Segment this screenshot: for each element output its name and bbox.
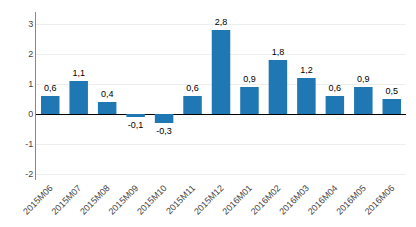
svg-text:2: 2 xyxy=(28,49,33,59)
svg-text:0,4: 0,4 xyxy=(101,89,114,99)
svg-text:2015M06: 2015M06 xyxy=(21,183,55,217)
svg-text:0,6: 0,6 xyxy=(329,83,342,93)
svg-text:2016M05: 2016M05 xyxy=(334,183,368,217)
svg-text:1: 1 xyxy=(28,79,33,89)
svg-text:0,9: 0,9 xyxy=(243,74,256,84)
svg-text:2015M11: 2015M11 xyxy=(164,183,197,216)
svg-text:-1: -1 xyxy=(25,139,33,149)
svg-text:2015M10: 2015M10 xyxy=(135,183,169,217)
svg-text:2,8: 2,8 xyxy=(215,17,228,27)
svg-text:-0,3: -0,3 xyxy=(156,126,172,136)
svg-text:2015M09: 2015M09 xyxy=(107,183,141,217)
svg-text:0: 0 xyxy=(28,109,33,119)
svg-text:0,6: 0,6 xyxy=(186,83,199,93)
svg-text:-2: -2 xyxy=(25,169,33,179)
svg-text:2016M04: 2016M04 xyxy=(306,183,340,217)
svg-text:0,5: 0,5 xyxy=(386,86,399,96)
svg-text:2016M03: 2016M03 xyxy=(277,183,311,217)
svg-text:2015M07: 2015M07 xyxy=(50,183,84,217)
svg-text:0,6: 0,6 xyxy=(44,83,57,93)
svg-text:2016M02: 2016M02 xyxy=(249,183,283,217)
svg-text:2015M08: 2015M08 xyxy=(78,183,112,217)
svg-text:-0,1: -0,1 xyxy=(128,120,144,130)
svg-text:3: 3 xyxy=(28,19,33,29)
svg-text:1,8: 1,8 xyxy=(272,47,285,57)
svg-text:1,2: 1,2 xyxy=(300,65,313,75)
svg-text:1,1: 1,1 xyxy=(72,68,85,78)
svg-text:0,9: 0,9 xyxy=(357,74,370,84)
svg-text:2016M01: 2016M01 xyxy=(220,183,254,217)
svg-text:2016M06: 2016M06 xyxy=(363,183,397,217)
svg-text:2015M12: 2015M12 xyxy=(192,183,226,217)
